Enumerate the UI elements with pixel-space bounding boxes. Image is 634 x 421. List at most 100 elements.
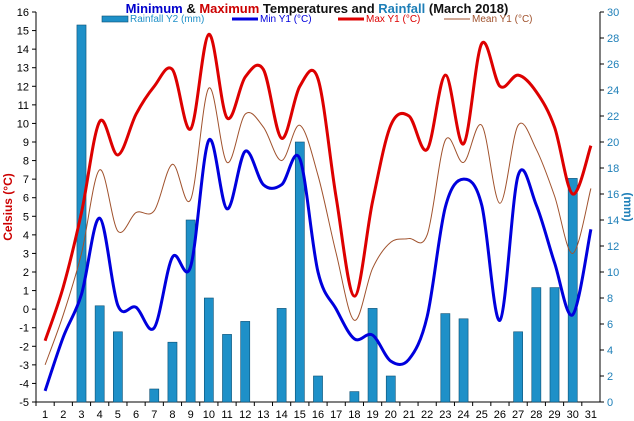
y-right-tick-label: 22 <box>607 111 619 123</box>
x-tick-label: 5 <box>115 409 121 421</box>
legend-label: Min Y1 (°C) <box>260 14 312 25</box>
y-left-tick-label: 6 <box>23 193 29 205</box>
y-left-tick-label: -3 <box>19 360 29 372</box>
y-left-tick-label: 16 <box>17 7 29 19</box>
y-left-tick-label: 2 <box>23 267 29 279</box>
x-tick-label: 14 <box>275 409 287 421</box>
x-tick-label: 18 <box>348 409 360 421</box>
line-max <box>43 32 593 342</box>
y-left-tick-label: 14 <box>17 44 29 56</box>
y-left-tick-label: -5 <box>19 397 29 409</box>
y-left-tick-label: 13 <box>17 63 29 75</box>
x-tick-label: 1 <box>42 409 48 421</box>
x-tick-label: 16 <box>312 409 324 421</box>
y-right-tick-label: 16 <box>607 189 619 201</box>
x-tick-label: 6 <box>133 409 139 421</box>
y-left-tick-label: 0 <box>23 304 29 316</box>
y-left-tick-label: -2 <box>19 341 29 353</box>
x-tick-label: 20 <box>385 409 397 421</box>
title-part-2: Maximum <box>199 1 259 16</box>
rainfall-bar <box>294 141 305 403</box>
y-left-tick-label: 8 <box>23 156 29 168</box>
x-tick-label: 10 <box>203 409 215 421</box>
title-part-5: (March 2018) <box>425 1 508 16</box>
y-right-axis-title: (mm) <box>621 192 634 221</box>
y-left-tick-label: 9 <box>23 137 29 149</box>
x-tick-label: 9 <box>188 409 194 421</box>
x-tick-label: 31 <box>585 409 597 421</box>
x-tick-label: 11 <box>221 409 232 421</box>
legend-label: Mean Y1 (°C) <box>472 14 533 25</box>
y-left-tick-label: 1 <box>23 286 29 298</box>
rainfall-bar <box>149 388 160 403</box>
x-tick-label: 24 <box>457 409 469 421</box>
title-part-0: Minimum <box>126 1 183 16</box>
rainfall-bar <box>567 178 578 403</box>
y-left-tick-label: 15 <box>17 26 29 38</box>
x-tick-label: 30 <box>567 409 579 421</box>
rainfall-bar <box>313 375 323 403</box>
y-left-tick-label: -1 <box>19 323 29 335</box>
title-part-4: Rainfall <box>378 1 425 16</box>
x-tick-label: 12 <box>239 409 251 421</box>
y-right-tick-label: 28 <box>607 33 619 45</box>
x-tick-label: 3 <box>78 409 84 421</box>
y-left-tick-label: 7 <box>23 174 29 186</box>
axis-labels: Celsius (°C) (mm) <box>1 173 634 240</box>
y-right-tick-label: 10 <box>607 267 619 279</box>
rainfall-bar <box>458 318 469 403</box>
y-left-tick-label: 12 <box>17 81 29 93</box>
x-tick-label: 15 <box>294 409 306 421</box>
rainfall-bar <box>167 341 178 403</box>
line-min <box>43 138 593 392</box>
rainfall-bar <box>240 321 251 403</box>
x-tick-label: 25 <box>476 409 488 421</box>
y-right-tick-label: 12 <box>607 241 619 253</box>
y-left-tick-label: 11 <box>18 100 29 112</box>
x-tick-label: 17 <box>330 409 342 421</box>
temperature-lines <box>43 32 593 392</box>
x-tick-label: 8 <box>169 409 175 421</box>
title-part-3: Temperatures and <box>259 1 378 16</box>
y-right-tick-label: 6 <box>607 319 613 331</box>
x-tick-label: 26 <box>494 409 506 421</box>
chart-legend: Rainfall Y2 (mm) Min Y1 (°C) Max Y1 (°C) Me… <box>101 14 533 25</box>
rainfall-bar <box>513 331 523 403</box>
y-right-tick-label: 30 <box>607 7 619 19</box>
chart-title: Minimum & Maximum Temperatures and Rainf… <box>126 1 509 16</box>
rainfall-bar <box>276 308 287 403</box>
x-tick-label: 4 <box>97 409 103 421</box>
rainfall-bar <box>349 391 360 403</box>
rainfall-bar <box>367 308 378 403</box>
y-left-tick-label: 4 <box>23 230 29 242</box>
rainfall-bar <box>113 331 123 403</box>
chart-title-text: Minimum & Maximum Temperatures and Rainf… <box>126 1 509 16</box>
rainfall-bar <box>549 287 560 403</box>
x-tick-label: 27 <box>512 409 524 421</box>
y-left-axis-title: Celsius (°C) <box>1 173 15 240</box>
x-tick-label: 29 <box>548 409 560 421</box>
rainfall-bar <box>531 287 542 403</box>
y-left-tick-label: -4 <box>19 378 29 390</box>
rainfall-bar <box>94 305 105 403</box>
y-left-tick-label: 5 <box>23 211 29 223</box>
y-right-tick-label: 2 <box>607 371 613 383</box>
legend-label: Max Y1 (°C) <box>366 14 420 25</box>
y-right-tick-label: 4 <box>607 345 613 357</box>
y-right-tick-label: 24 <box>607 85 619 97</box>
legend-swatch-rainfall <box>101 15 129 23</box>
x-tick-label: 7 <box>151 409 157 421</box>
rainfall-bar <box>203 297 214 403</box>
y-right-tick-label: 18 <box>607 163 619 175</box>
legend-label: Rainfall Y2 (mm) <box>130 14 204 25</box>
title-part-1: & <box>183 1 200 16</box>
x-tick-label: 2 <box>60 409 66 421</box>
y-right-tick-label: 20 <box>607 137 619 149</box>
y-right-tick-label: 14 <box>607 215 619 227</box>
y-right-tick-label: 0 <box>607 397 613 409</box>
x-tick-label: 28 <box>530 409 542 421</box>
rainfall-bar <box>185 219 196 403</box>
x-tick-label: 22 <box>421 409 433 421</box>
